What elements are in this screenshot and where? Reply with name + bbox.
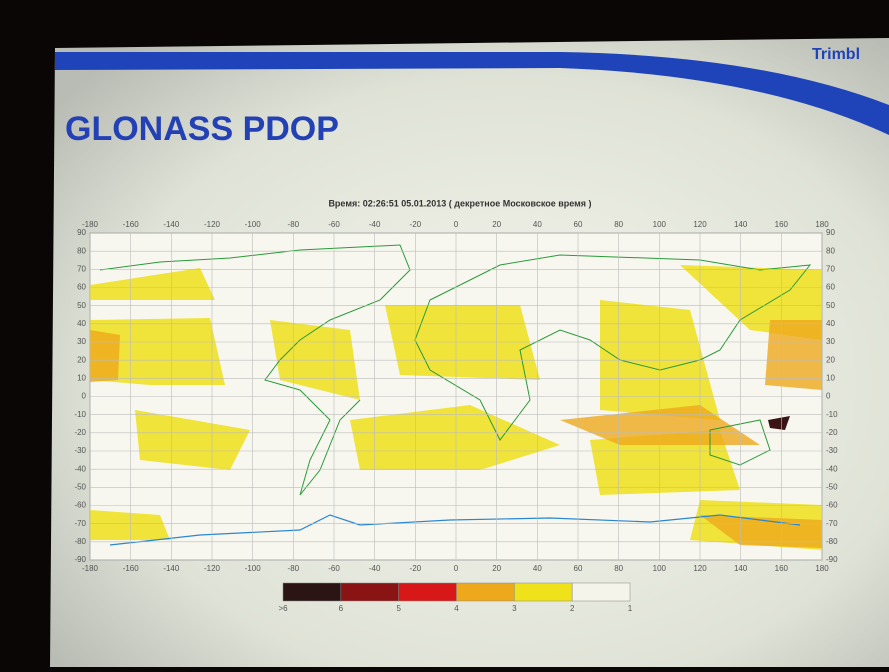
y-tick-label: -80 xyxy=(826,537,838,546)
colorbar-label: 2 xyxy=(570,604,575,613)
x-tick-label: -80 xyxy=(288,564,300,573)
y-tick-label: 10 xyxy=(77,373,86,382)
x-tick-label: 40 xyxy=(533,220,542,229)
y-tick-label: 40 xyxy=(826,319,835,328)
y-tick-label: 0 xyxy=(826,392,831,401)
colorbar-label: 6 xyxy=(339,604,344,613)
x-tick-label: -60 xyxy=(328,220,340,229)
pdop-peak xyxy=(768,416,790,430)
x-tick-label: -140 xyxy=(163,220,180,229)
y-tick-label: -10 xyxy=(826,410,838,419)
x-tick-label: -140 xyxy=(163,564,180,573)
colorbar-segment xyxy=(340,582,399,602)
y-tick-label: -70 xyxy=(74,519,86,528)
y-tick-label: -20 xyxy=(74,428,86,437)
x-tick-label: -20 xyxy=(410,220,422,229)
colorbar-label: 1 xyxy=(628,604,633,613)
colorbar-label: 3 xyxy=(512,604,517,613)
x-tick-label: 0 xyxy=(454,564,459,573)
x-tick-label: -20 xyxy=(410,564,422,573)
y-tick-label: 20 xyxy=(826,355,835,364)
logo: Trimbl xyxy=(812,46,860,63)
y-tick-label: -80 xyxy=(74,537,86,546)
x-tick-label: -40 xyxy=(369,220,381,229)
x-tick-label: 140 xyxy=(734,564,748,573)
colorbar-label: 4 xyxy=(454,604,459,613)
x-tick-label: -40 xyxy=(369,564,381,573)
y-tick-label: 40 xyxy=(77,319,86,328)
y-tick-label: 50 xyxy=(826,301,835,310)
x-tick-label: 140 xyxy=(734,220,748,229)
y-tick-label: -60 xyxy=(826,501,838,510)
y-tick-label: 50 xyxy=(77,301,86,310)
y-tick-label: 90 xyxy=(77,228,86,237)
slide-title: GLONASS PDOP xyxy=(65,110,339,148)
colorbar-label: >6 xyxy=(278,604,288,613)
map-caption: Время: 02:26:51 05.01.2013 ( декретное М… xyxy=(328,198,591,208)
y-tick-label: -90 xyxy=(74,555,86,564)
x-tick-label: 20 xyxy=(492,220,501,229)
x-tick-label: 100 xyxy=(653,564,667,573)
x-tick-label: 80 xyxy=(614,220,623,229)
antarctica-coast xyxy=(109,514,801,546)
x-tick-label: 0 xyxy=(454,220,459,229)
y-tick-label: 70 xyxy=(826,264,835,273)
colorbar-segment xyxy=(398,582,457,602)
y-tick-label: 70 xyxy=(77,264,86,273)
y-tick-label: -30 xyxy=(826,446,838,455)
x-tick-label: -160 xyxy=(123,220,140,229)
x-tick-label: -120 xyxy=(204,564,221,573)
x-tick-label: -60 xyxy=(328,564,340,573)
y-tick-label: -30 xyxy=(74,446,86,455)
x-tick-label: 100 xyxy=(653,220,667,229)
x-tick-label: 60 xyxy=(574,564,583,573)
x-tick-label: 120 xyxy=(693,220,707,229)
y-tick-label: -70 xyxy=(826,519,838,528)
y-tick-label: -50 xyxy=(74,482,86,491)
x-tick-label: -80 xyxy=(288,220,300,229)
x-tick-label: -100 xyxy=(245,564,262,573)
y-tick-label: 0 xyxy=(82,392,87,401)
colorbar-segment xyxy=(282,582,342,602)
x-tick-label: 20 xyxy=(492,564,501,573)
x-tick-label: 180 xyxy=(815,564,829,573)
colorbar-segment xyxy=(456,582,515,602)
y-tick-label: 20 xyxy=(77,355,86,364)
colorbar-label: 5 xyxy=(396,604,401,613)
y-tick-label: 60 xyxy=(826,283,835,292)
y-tick-label: 80 xyxy=(826,246,835,255)
y-tick-label: 10 xyxy=(826,373,835,382)
x-tick-label: 60 xyxy=(574,220,583,229)
header-band xyxy=(55,52,889,135)
y-tick-label: -50 xyxy=(826,482,838,491)
x-tick-label: 120 xyxy=(693,564,707,573)
y-tick-label: 90 xyxy=(826,228,835,237)
y-tick-label: 30 xyxy=(77,337,86,346)
x-tick-label: 160 xyxy=(775,564,789,573)
y-tick-label: -40 xyxy=(74,464,86,473)
y-tick-label: 60 xyxy=(77,283,86,292)
x-tick-label: 180 xyxy=(815,220,829,229)
y-tick-label: -60 xyxy=(74,501,86,510)
x-tick-label: 80 xyxy=(614,564,623,573)
y-tick-label: 30 xyxy=(826,337,835,346)
x-tick-label: 160 xyxy=(775,220,789,229)
x-tick-label: -160 xyxy=(123,564,140,573)
x-tick-label: -180 xyxy=(82,220,99,229)
y-tick-label: -90 xyxy=(826,555,838,564)
x-tick-label: -100 xyxy=(245,220,262,229)
y-tick-label: -40 xyxy=(826,464,838,473)
x-tick-label: 40 xyxy=(533,564,542,573)
colorbar-segment xyxy=(571,582,631,602)
colorbar-segment xyxy=(514,582,573,602)
y-tick-label: -20 xyxy=(826,428,838,437)
y-tick-label: 80 xyxy=(77,246,86,255)
y-tick-label: -10 xyxy=(74,410,86,419)
x-tick-label: -120 xyxy=(204,220,221,229)
x-tick-label: -180 xyxy=(82,564,99,573)
